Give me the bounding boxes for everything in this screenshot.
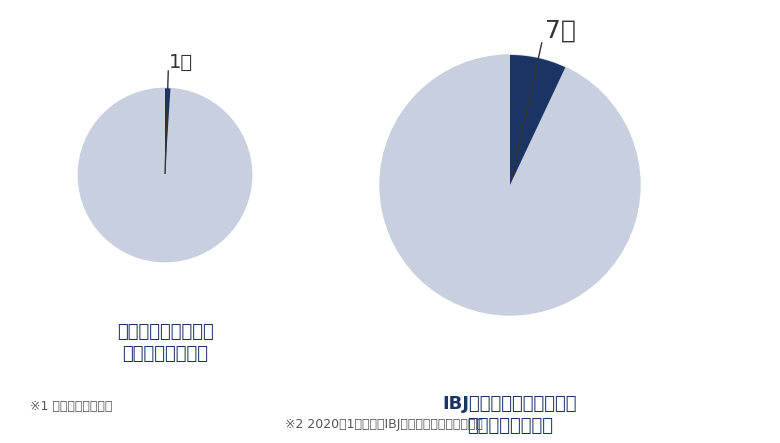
Text: 国家公務員の割合: 国家公務員の割合 <box>467 417 553 435</box>
Circle shape <box>78 88 252 262</box>
Circle shape <box>380 55 640 315</box>
Wedge shape <box>165 88 171 175</box>
Text: 国家公務員の割合: 国家公務員の割合 <box>122 345 208 363</box>
Text: IBJメンバーズで活動する: IBJメンバーズで活動する <box>443 395 577 413</box>
Text: ※1 総務省統計局より: ※1 総務省統計局より <box>30 400 112 413</box>
Text: 1％: 1％ <box>168 53 193 72</box>
Text: ※2 2020年1月時点のIBJメンバーズ登録会員実績: ※2 2020年1月時点のIBJメンバーズ登録会員実績 <box>285 418 483 431</box>
Text: 日本の労働者全体の: 日本の労働者全体の <box>117 323 214 341</box>
Wedge shape <box>510 55 566 185</box>
Text: 7％: 7％ <box>544 18 576 42</box>
